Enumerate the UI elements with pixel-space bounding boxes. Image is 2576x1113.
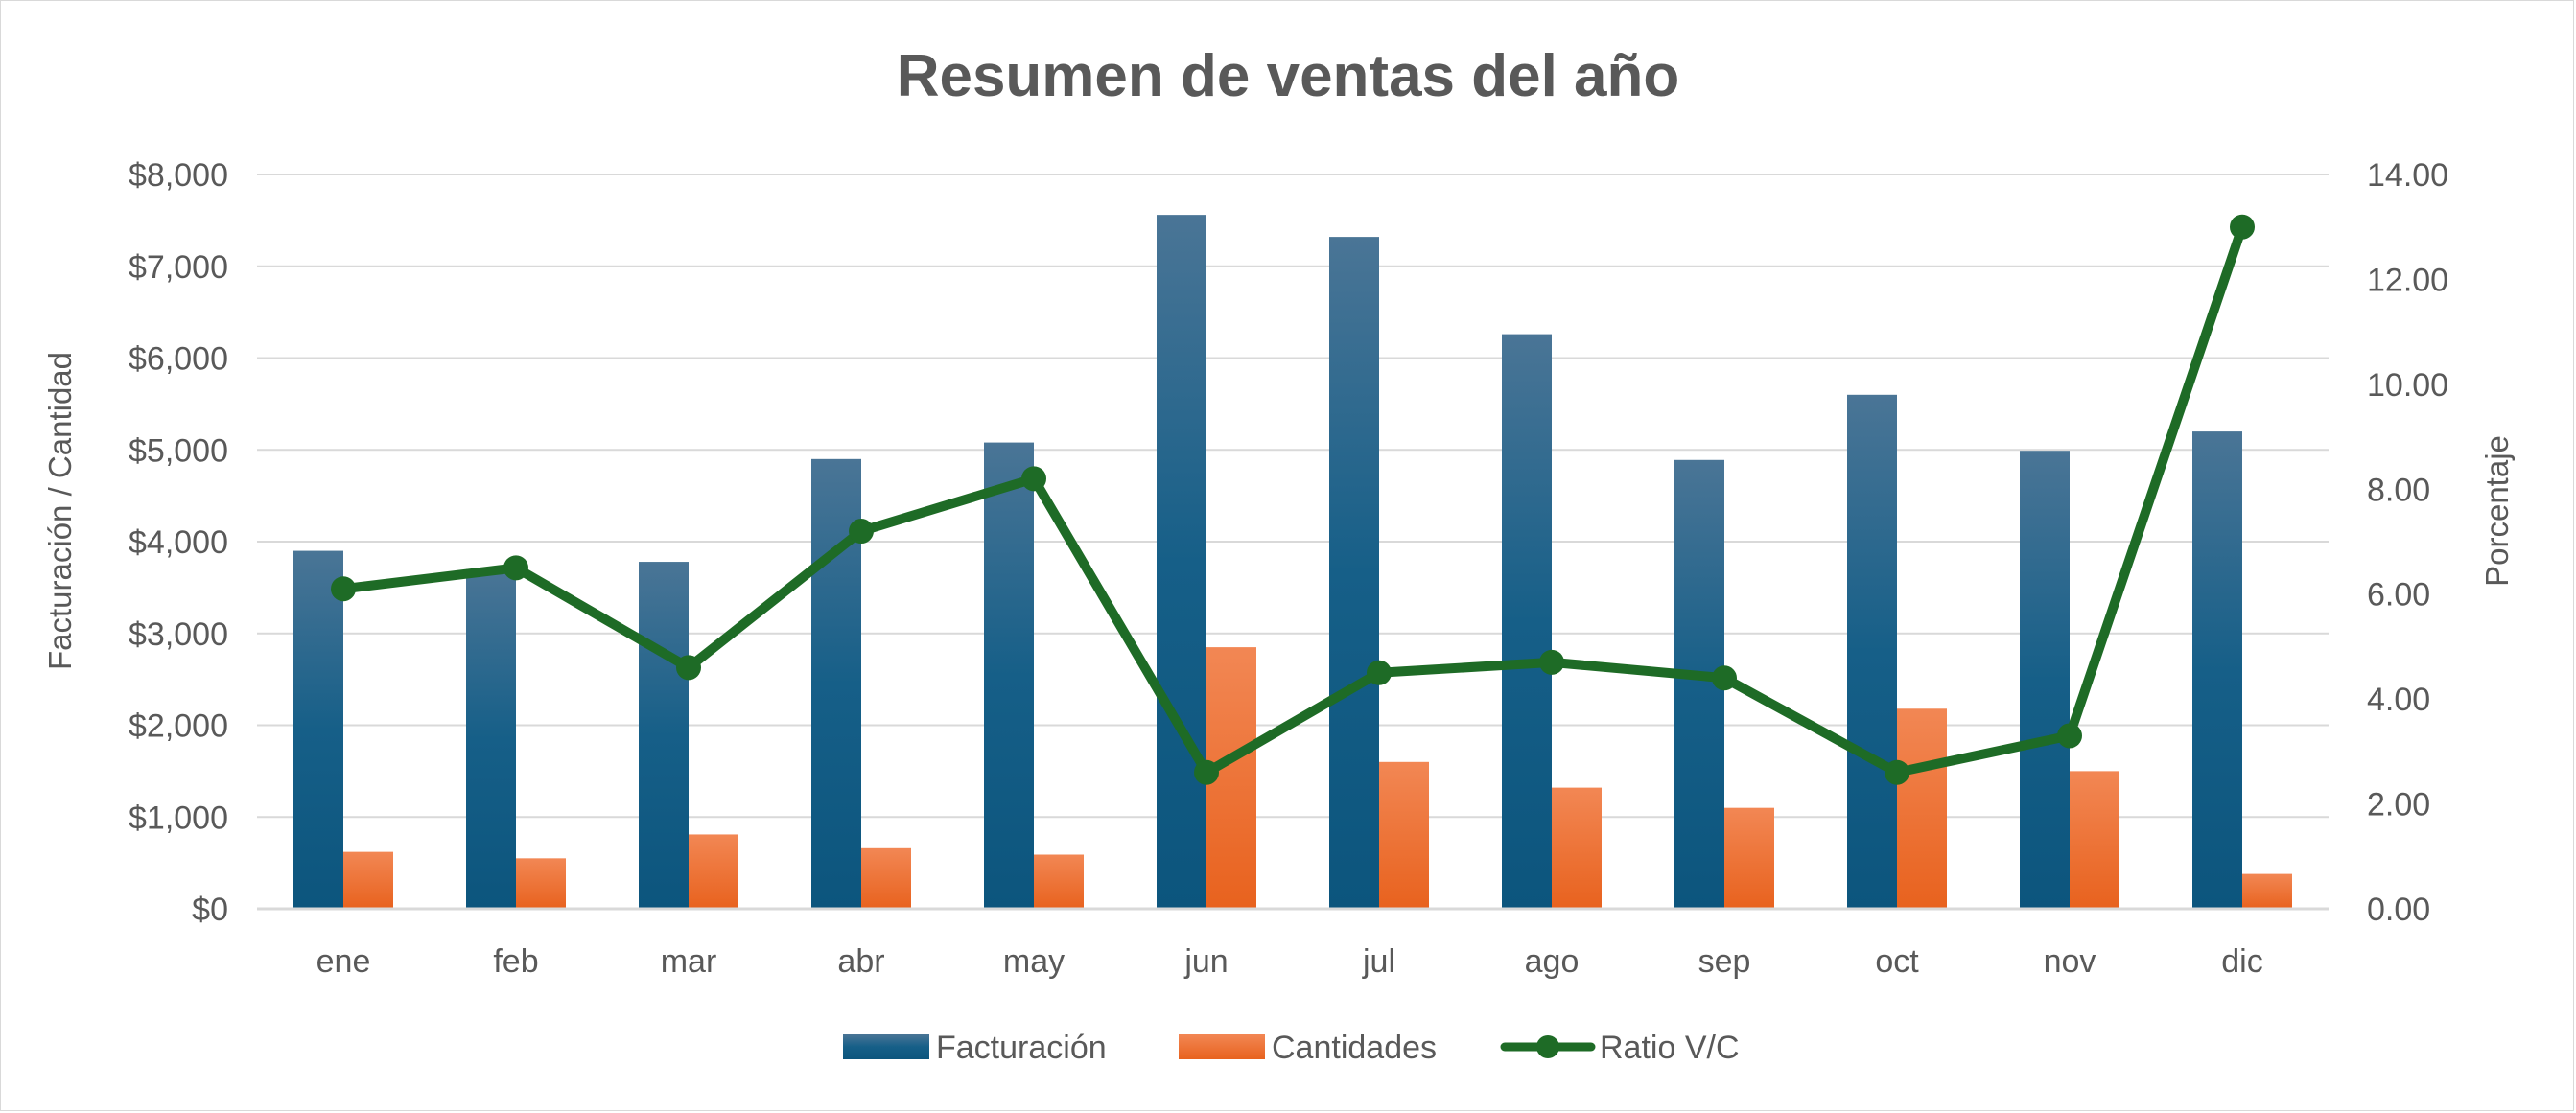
bar-cantidades [1552, 787, 1602, 909]
ratio-point [1021, 466, 1046, 492]
legend-swatch-cantidades [1179, 1034, 1265, 1059]
x-tick-label: abr [837, 943, 884, 980]
bar-cantidades [1724, 807, 1774, 909]
bar-facturacion [2020, 451, 2070, 909]
ratio-line [339, 221, 2247, 777]
y-left-tick-label: $4,000 [129, 524, 228, 561]
x-tick-label: jul [1362, 943, 1395, 980]
y-left-tick-label: $8,000 [129, 157, 228, 194]
bar-cantidades [689, 834, 738, 909]
gridlines [257, 174, 2329, 819]
bar-facturacion [984, 442, 1034, 909]
bar-facturacion [1329, 237, 1379, 910]
bar-cantidades [2242, 873, 2292, 909]
y-axis-right-title: Porcentaje [2479, 435, 2515, 587]
ratio-point [503, 555, 528, 581]
ratio-point [1539, 649, 1564, 675]
bar-cantidades [1897, 708, 1947, 909]
bar-facturacion [293, 550, 343, 909]
legend-label-cantidades: Cantidades [1272, 1030, 1437, 1066]
y-left-tick-label: $1,000 [129, 800, 228, 836]
ratio-point [2057, 723, 2082, 749]
ratio-point [1712, 665, 1737, 691]
bar-facturacion [1502, 334, 1552, 910]
y-left-tick-label: $7,000 [129, 249, 228, 286]
x-tick-label: jun [1183, 943, 1228, 980]
y-right-tick-label: 0.00 [2367, 892, 2430, 928]
legend-label-ratio: Ratio V/C [1600, 1030, 1740, 1066]
bar-cantidades [343, 851, 393, 909]
ratio-point [849, 519, 874, 545]
y-left-tick-label: $0 [192, 892, 228, 928]
x-tick-label: feb [493, 943, 538, 980]
legend-marker-ratio [1536, 1035, 1559, 1058]
x-tick-label: mar [661, 943, 717, 980]
legend-swatch-facturacion [843, 1034, 929, 1059]
bar-facturacion [2192, 431, 2242, 909]
y-right-tick-label: 8.00 [2367, 472, 2430, 508]
y-right-tick-label: 4.00 [2367, 682, 2430, 718]
x-tick-label: ene [316, 943, 371, 980]
y-left-tick-label: $5,000 [129, 432, 228, 469]
y-right-tick-label: 12.00 [2367, 262, 2448, 298]
y-right-tick-label: 14.00 [2367, 157, 2448, 194]
bar-cantidades [861, 847, 911, 909]
y-left-tick-label: $3,000 [129, 616, 228, 653]
axes: $0 $1,000 $2,000 $3,000 $4,000 $5,000 $6,000 $7… [129, 157, 2448, 980]
y-right-tick-label: 6.00 [2367, 577, 2430, 614]
y-left-tick-label: $2,000 [129, 708, 228, 745]
ratio-point [1885, 759, 1909, 785]
bar-facturacion [639, 562, 689, 909]
ratio-line-series [331, 214, 2255, 785]
bar-cantidades [516, 858, 566, 909]
bar-facturacion [1847, 394, 1897, 909]
ratio-point [1194, 759, 1219, 785]
x-tick-label: ago [1525, 943, 1580, 980]
x-tick-label: nov [2044, 943, 2096, 980]
y-axis-left-title: Facturación / Cantidad [42, 352, 78, 670]
bar-cantidades [1034, 854, 1084, 909]
x-tick-label: may [1003, 943, 1065, 980]
x-tick-label: dic [2221, 943, 2262, 980]
ratio-point [676, 655, 701, 681]
chart-title: Resumen de ventas del año [897, 43, 1680, 109]
bar-cantidades [2070, 771, 2119, 909]
legend-label-facturacion: Facturación [936, 1030, 1107, 1066]
bar-facturacion [466, 568, 516, 909]
ratio-point [1367, 660, 1392, 685]
x-tick-label: sep [1698, 943, 1751, 980]
y-right-tick-label: 10.00 [2367, 367, 2448, 404]
bar-cantidades [1379, 761, 1429, 909]
bars [293, 215, 2292, 910]
legend: Facturación Cantidades Ratio V/C [843, 1030, 1740, 1066]
ratio-point [2230, 214, 2255, 240]
bar-facturacion [1157, 215, 1206, 909]
y-right-tick-label: 2.00 [2367, 787, 2430, 823]
x-tick-label: oct [1875, 943, 1919, 980]
ratio-point [331, 576, 356, 602]
y-left-tick-label: $6,000 [129, 341, 228, 378]
